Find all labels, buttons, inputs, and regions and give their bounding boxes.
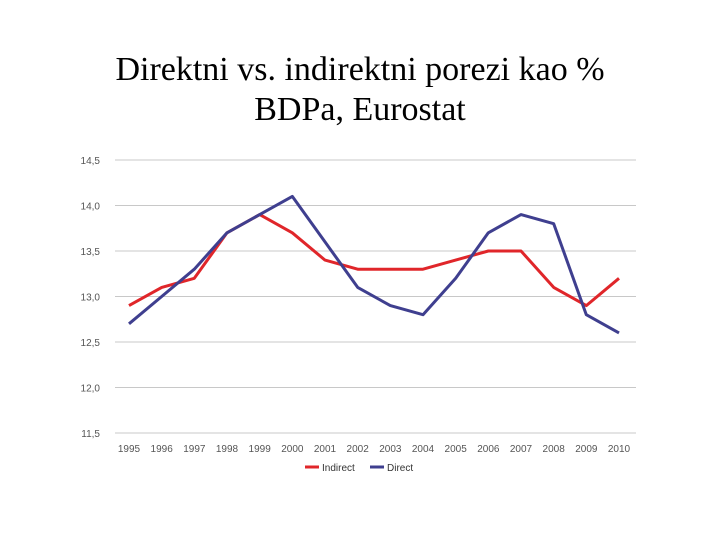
x-tick-label: 2006 — [477, 444, 500, 455]
x-tick-label: 2008 — [543, 444, 566, 455]
x-tick-label: 2007 — [510, 444, 533, 455]
x-tick-label: 2000 — [281, 444, 304, 455]
title-line-2: BDPa, Eurostat — [254, 91, 466, 128]
x-tick-label: 2004 — [412, 444, 435, 455]
x-tick-label: 2010 — [608, 444, 631, 455]
x-tick-label: 2002 — [347, 444, 370, 455]
x-tick-label: 2005 — [445, 444, 468, 455]
y-tick-label: 12,5 — [81, 338, 101, 349]
series-line-direct — [128, 194, 620, 335]
legend-label-indirect: Indirect — [322, 463, 355, 474]
series-line-indirect — [128, 213, 620, 308]
y-tick-label: 12,0 — [81, 384, 101, 395]
y-tick-label: 13,5 — [81, 247, 101, 258]
x-tick-label: 1997 — [183, 444, 206, 455]
chart-title: Direktni vs. indirektni porezi kao % BDP… — [0, 50, 720, 130]
y-tick-label: 14,0 — [81, 202, 101, 213]
x-tick-label: 2003 — [379, 444, 402, 455]
x-tick-label: 1998 — [216, 444, 239, 455]
y-tick-label: 13,0 — [81, 293, 101, 304]
y-tick-label: 11,5 — [81, 429, 100, 440]
x-tick-label: 1995 — [118, 444, 141, 455]
x-tick-label: 1999 — [249, 444, 272, 455]
x-tick-label: 1996 — [151, 444, 174, 455]
y-tick-label: 14,5 — [81, 156, 101, 167]
legend-label-direct: Direct — [387, 463, 413, 474]
x-tick-label: 2009 — [575, 444, 598, 455]
title-line-1: Direktni vs. indirektni porezi kao % — [115, 51, 605, 88]
x-tick-label: 2001 — [314, 444, 337, 455]
